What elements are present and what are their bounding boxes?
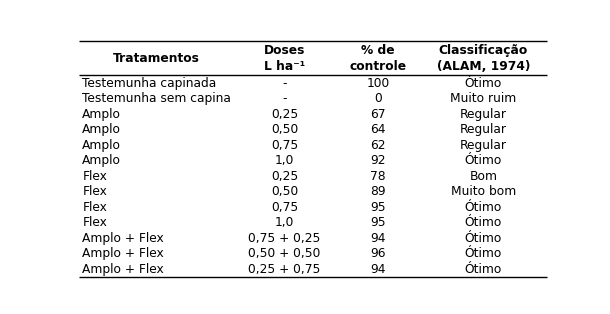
Text: Regular: Regular [460,108,507,121]
Text: 0,50: 0,50 [271,123,298,136]
Text: Amplo: Amplo [82,154,121,167]
Text: Flex: Flex [82,185,107,198]
Text: Ótimo: Ótimo [465,232,502,245]
Text: Amplo + Flex: Amplo + Flex [82,247,164,260]
Text: Ótimo: Ótimo [465,154,502,167]
Text: % de
controle: % de controle [350,44,407,73]
Text: Tratamentos: Tratamentos [112,52,199,65]
Text: 0,75: 0,75 [271,201,298,214]
Text: 62: 62 [370,139,386,152]
Text: 92: 92 [370,154,386,167]
Text: 0,50: 0,50 [271,185,298,198]
Text: Flex: Flex [82,216,107,229]
Text: Ótimo: Ótimo [465,77,502,90]
Text: Regular: Regular [460,123,507,136]
Text: Bom: Bom [470,170,497,183]
Text: 96: 96 [370,247,386,260]
Text: Muito ruim: Muito ruim [450,92,517,105]
Text: 78: 78 [370,170,386,183]
Text: 0,25 + 0,75: 0,25 + 0,75 [248,263,321,276]
Text: 94: 94 [370,232,386,245]
Text: 0,50 + 0,50: 0,50 + 0,50 [248,247,321,260]
Text: Doses
L ha⁻¹: Doses L ha⁻¹ [264,44,305,73]
Text: Regular: Regular [460,139,507,152]
Text: 95: 95 [370,216,386,229]
Text: 0,75 + 0,25: 0,75 + 0,25 [248,232,321,245]
Text: 95: 95 [370,201,386,214]
Text: Ótimo: Ótimo [465,247,502,260]
Text: Amplo: Amplo [82,139,121,152]
Text: 67: 67 [370,108,386,121]
Text: Amplo: Amplo [82,108,121,121]
Text: Amplo + Flex: Amplo + Flex [82,263,164,276]
Text: Muito bom: Muito bom [451,185,516,198]
Text: Testemunha sem capina: Testemunha sem capina [82,92,231,105]
Text: Amplo: Amplo [82,123,121,136]
Text: Flex: Flex [82,170,107,183]
Text: Ótimo: Ótimo [465,216,502,229]
Text: 89: 89 [370,185,386,198]
Text: 64: 64 [370,123,386,136]
Text: Classificação
(ALAM, 1974): Classificação (ALAM, 1974) [437,44,530,73]
Text: 100: 100 [367,77,390,90]
Text: 1,0: 1,0 [275,154,294,167]
Text: -: - [282,92,287,105]
Text: 0,75: 0,75 [271,139,298,152]
Text: 0,25: 0,25 [271,170,298,183]
Text: 94: 94 [370,263,386,276]
Text: Ótimo: Ótimo [465,201,502,214]
Text: -: - [282,77,287,90]
Text: Amplo + Flex: Amplo + Flex [82,232,164,245]
Text: 0: 0 [375,92,382,105]
Text: Ótimo: Ótimo [465,263,502,276]
Text: 1,0: 1,0 [275,216,294,229]
Text: Testemunha capinada: Testemunha capinada [82,77,217,90]
Text: Flex: Flex [82,201,107,214]
Text: 0,25: 0,25 [271,108,298,121]
